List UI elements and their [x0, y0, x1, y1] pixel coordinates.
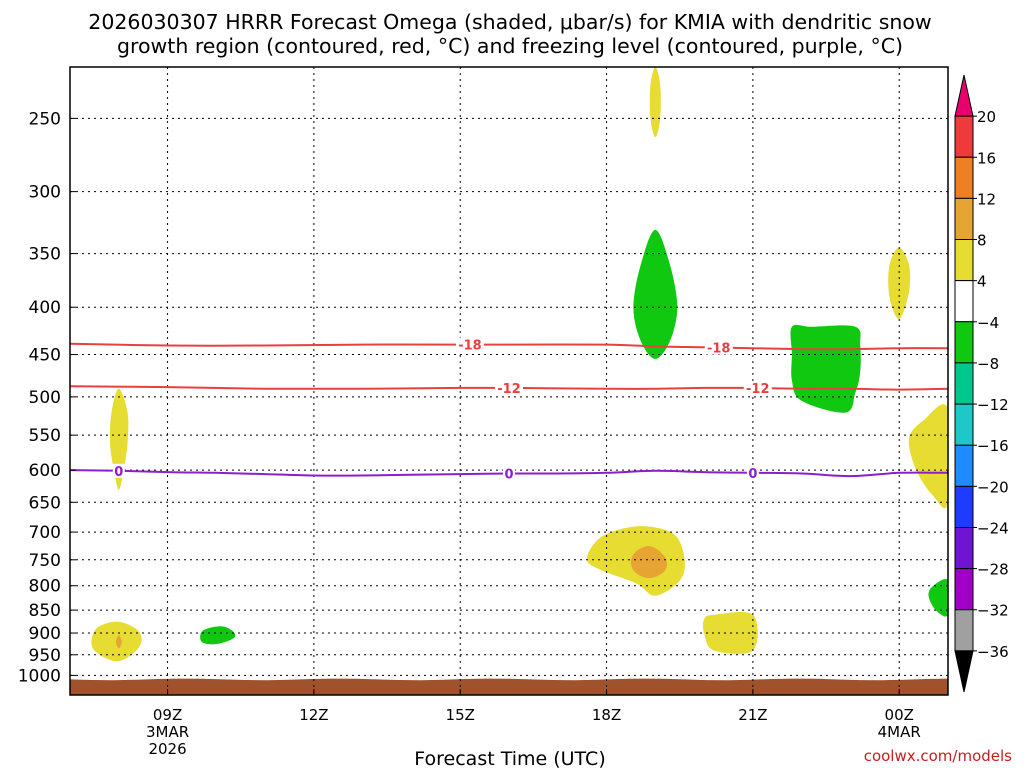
contour-label: -12: [497, 382, 521, 397]
y-tick-label: 900: [29, 624, 61, 644]
plot-frame: [69, 66, 949, 696]
x-tick-label: 09Z: [153, 706, 182, 724]
colorbar-tick-label: 20: [977, 108, 996, 126]
credit-text: coolwx.com/models: [864, 747, 1012, 765]
x-tick-label: 3MAR: [146, 723, 189, 741]
omega-shaded-region: [633, 229, 678, 359]
x-tick-label: 18Z: [592, 706, 621, 724]
contour-label-bg: [746, 465, 759, 480]
contour-label-bg: [743, 381, 772, 396]
chart-title-line-1: 2026030307 HRRR Forecast Omega (shaded, …: [88, 10, 931, 34]
x-tick-label: 2026: [148, 740, 186, 758]
y-tick-label: 550: [29, 426, 61, 446]
y-tick-label: 850: [29, 601, 61, 621]
colorbar-bin: [954, 526, 974, 570]
colorbar-bin: [954, 197, 974, 241]
omega-shaded-region: [115, 635, 122, 649]
colorbar: 20 16 12 8 4 −4 −8 −12 −16 −20 −24 −28 −32 −36: [954, 74, 1009, 693]
y-tick-label: 500: [29, 388, 61, 408]
colorbar-bin: [954, 74, 974, 117]
colorbar-bin: [954, 609, 974, 652]
y-tick-label: 800: [29, 577, 61, 597]
colorbar-tick-label: −32: [977, 602, 1009, 620]
colorbar-tick-label: 16: [977, 149, 996, 167]
y-tick-label: 300: [29, 183, 61, 203]
y-tick-label: 250: [29, 109, 61, 129]
colorbar-bin: [954, 362, 974, 405]
x-axis-title: Forecast Time (UTC): [414, 748, 605, 768]
x-tick-label: 21Z: [738, 706, 767, 724]
y-tick-label: 600: [29, 461, 61, 481]
contour-line: [70, 342, 948, 351]
contour-label-bg: [495, 380, 523, 395]
colorbar-tick-label: −16: [977, 437, 1009, 455]
x-tick-label: 15Z: [446, 706, 475, 724]
omega-shaded-region: [649, 67, 661, 138]
y-tick-label: 350: [29, 245, 61, 265]
contour-label: 0: [748, 467, 757, 482]
omega-shaded-region: [790, 324, 861, 413]
colorbar-tick-label: −8: [977, 355, 999, 373]
contour-label-bg: [455, 337, 484, 352]
colorbar-bin: [954, 650, 974, 693]
contour-lines: -18 -18 -12 -12 0 0 0: [70, 337, 948, 482]
colorbar-bin: [954, 403, 974, 446]
y-tick-label: 700: [29, 523, 61, 543]
y-tick-label: 1000: [18, 666, 61, 686]
colorbar-tick-label: 4: [977, 273, 987, 291]
x-tick-label: 4MAR: [878, 723, 921, 741]
colorbar-bin: [954, 156, 974, 199]
colorbar-bin: [954, 321, 974, 364]
colorbar-tick-label: −20: [977, 478, 1009, 496]
colorbar-tick-label: −24: [977, 519, 1009, 537]
y-tick-label: 750: [29, 551, 61, 571]
colorbar-bin: [954, 239, 974, 282]
colorbar-tick-label: −36: [977, 643, 1009, 661]
y-tick-label: 450: [29, 346, 61, 366]
contour-label-bg: [704, 340, 733, 355]
plot-area: -18 -18 -12 -12 0 0 0 250 300 350 400 450 500 550 600 6…: [18, 66, 949, 758]
contour-label: 0: [114, 465, 123, 480]
colorbar-tick-label: −28: [977, 561, 1009, 579]
colorbar-bin: [954, 115, 974, 158]
contour-label-bg: [503, 466, 515, 481]
x-tick-label: 00Z: [885, 706, 914, 724]
colorbar-tick-label: −4: [977, 314, 999, 332]
colorbar-bin: [954, 485, 974, 528]
colorbar-tick-label: 12: [977, 190, 996, 208]
contour-label-bg: [112, 463, 125, 478]
omega-shaded-region: [200, 626, 236, 645]
x-tick-label: 12Z: [299, 706, 328, 724]
omega-shaded-region: [928, 579, 948, 617]
colorbar-tick-label: 8: [977, 232, 987, 250]
colorbar-bin: [954, 568, 974, 611]
chart-title-line-2: growth region (contoured, red, °C) and f…: [117, 34, 903, 58]
colorbar-bin: [954, 444, 974, 487]
terrain-surface: [70, 678, 948, 695]
omega-shaded-region: [908, 404, 948, 509]
contour-label: -12: [746, 382, 770, 397]
y-tick-label: 400: [29, 298, 61, 318]
y-tick-label: 950: [29, 646, 61, 666]
colorbar-tick-label: −12: [977, 396, 1009, 414]
contour-line: [70, 385, 948, 391]
contour-label: -18: [707, 342, 731, 357]
colorbar-bin: [954, 280, 974, 323]
contour-label: 0: [504, 467, 513, 482]
y-tick-label: 650: [29, 493, 61, 513]
omega-shaded-region: [630, 546, 667, 579]
contour-label: -18: [458, 339, 482, 354]
